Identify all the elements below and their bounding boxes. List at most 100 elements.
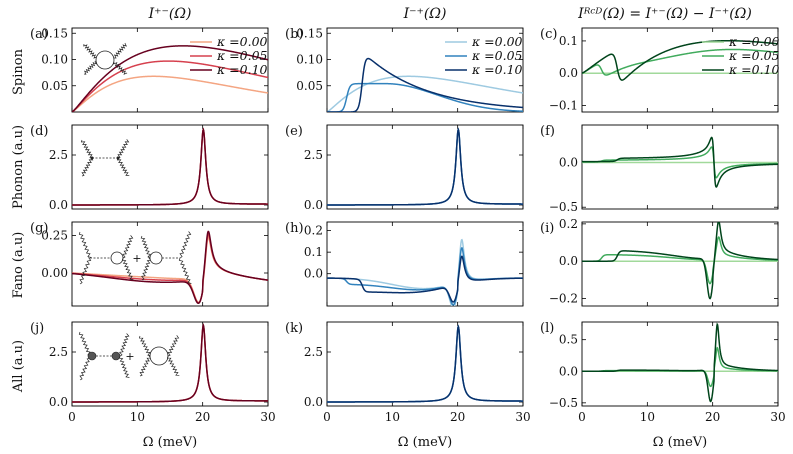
y-tick-label: 0.15 xyxy=(41,26,68,40)
y-tick-label: 0.0 xyxy=(559,364,578,378)
series-line-kappa-0.10 xyxy=(582,39,778,81)
axes-frame xyxy=(581,27,779,113)
x-tick-label: 20 xyxy=(450,410,465,424)
photon-line xyxy=(113,42,127,59)
panel-letter: (c) xyxy=(540,27,557,42)
series-line-kappa-0.10 xyxy=(327,57,523,112)
row-label-all: All (a.u) xyxy=(11,340,26,393)
legend-entry: κ =0.05 xyxy=(216,48,268,63)
series-line-kappa-0.05 xyxy=(327,246,523,306)
loop-bubble xyxy=(110,251,124,265)
x-tick-label: 0 xyxy=(578,410,586,424)
series-line-kappa-0.05 xyxy=(72,127,268,206)
series-line-kappa-0.10 xyxy=(582,136,778,188)
panel-letter: (f) xyxy=(540,124,555,139)
series-line-kappa-0.10 xyxy=(327,324,523,403)
panel-letter: (a) xyxy=(30,27,48,42)
axes-frame xyxy=(71,124,269,210)
photon-line xyxy=(118,355,130,378)
loop-bubble xyxy=(95,50,115,70)
column-title-3: Iᴿᶜᴰ(Ω) = I⁺⁻(Ω) − I⁻⁺(Ω) xyxy=(577,6,752,22)
panel-h: 0.0 0.1 0.2(h) xyxy=(285,221,524,307)
legend-entry: κ =0.05 xyxy=(728,48,780,63)
axes-frame xyxy=(581,221,779,307)
photon-line xyxy=(113,61,128,75)
y-tick-label: 0.0 xyxy=(49,395,68,409)
photon-line xyxy=(78,231,92,258)
x-tick-label: 10 xyxy=(640,410,655,424)
figure-labels: I⁺⁻(Ω) I⁻⁺(Ω) Iᴿᶜᴰ(Ω) = I⁺⁻(Ω) − I⁻⁺(Ω) … xyxy=(11,6,752,450)
series-line-kappa-0.05 xyxy=(582,346,778,388)
photon-line xyxy=(116,157,130,176)
y-tick-label: 0.0 xyxy=(559,254,578,268)
series-line-kappa-0.05 xyxy=(582,48,778,76)
x-tick-label: 0 xyxy=(323,410,331,424)
y-tick-label: 2.5 xyxy=(49,148,68,162)
panel-c: −0.1 0.0 0.1(c) κ =0.00κ =0.05κ =0.10 xyxy=(540,27,780,113)
photon-line xyxy=(178,257,192,284)
series-line-kappa-0.10 xyxy=(582,322,778,403)
y-tick-label: 0.5 xyxy=(559,333,578,347)
panel-d: 0.0 2.5(d) xyxy=(30,124,269,212)
axes-frame xyxy=(326,321,524,407)
y-tick-label: 0.05 xyxy=(41,79,68,93)
series-line-kappa-0.00 xyxy=(72,236,268,304)
y-tick-label: −0.5 xyxy=(549,396,578,410)
series-line-kappa-0.00 xyxy=(327,324,523,403)
axes-frame xyxy=(71,221,269,307)
vertex xyxy=(87,351,97,361)
column-title-2: I⁻⁺(Ω) xyxy=(403,6,447,22)
x-tick-label: 30 xyxy=(260,410,275,424)
panel-letter: (d) xyxy=(30,124,48,139)
photon-line xyxy=(80,139,94,158)
photon-line xyxy=(138,335,152,356)
x-axis-label-2: Ω (meV) xyxy=(398,435,452,450)
y-tick-label: −0.2 xyxy=(549,292,578,306)
vertex xyxy=(116,156,120,160)
y-tick-label: 0.15 xyxy=(296,26,323,40)
series-line-kappa-0.05 xyxy=(72,233,268,304)
loop-bubble xyxy=(149,346,169,366)
series-line-kappa-0.05 xyxy=(327,324,523,403)
panel-letter: (b) xyxy=(285,27,303,42)
panel-l: −0.5 0.0 0.5 0 10 20 30 (l) xyxy=(540,321,786,424)
x-tick-label: 0 xyxy=(68,410,76,424)
axes-frame xyxy=(581,321,779,407)
x-tick-label: 20 xyxy=(705,410,720,424)
y-tick-label: 2.5 xyxy=(304,345,323,359)
row-label-spinon: Spinon xyxy=(11,48,26,95)
panels: 0.050.100.15(a) κ =0.00κ =0.05κ =0.100.05… xyxy=(30,26,786,424)
series-line-kappa-0.00 xyxy=(72,127,268,206)
y-tick-label: −0.1 xyxy=(549,99,578,113)
panel-letter: (i) xyxy=(540,221,554,236)
series-line-kappa-0.10 xyxy=(582,222,778,300)
y-tick-label: 0.25 xyxy=(41,229,68,243)
row-label-fano: Fano (a.u) xyxy=(11,232,26,299)
photon-line xyxy=(140,235,152,258)
y-tick-label: 0.2 xyxy=(559,217,578,231)
y-tick-label: 0.2 xyxy=(304,224,323,238)
axes-frame xyxy=(326,221,524,307)
photon-line xyxy=(83,60,97,75)
vertex xyxy=(111,351,121,361)
panel-letter: (e) xyxy=(285,124,303,139)
y-tick-label: 0.0 xyxy=(559,66,578,80)
legend-entry: κ =0.10 xyxy=(216,62,268,77)
photon-line xyxy=(167,335,180,357)
panel-i: −0.2 0.0 0.2 (i) xyxy=(540,217,779,307)
vertex xyxy=(90,156,94,160)
series-line-kappa-0.05 xyxy=(327,127,523,206)
y-tick-label: 0.10 xyxy=(296,53,323,67)
x-tick-label: 10 xyxy=(385,410,400,424)
series-line-kappa-0.05 xyxy=(327,82,523,112)
photon-line xyxy=(166,355,180,376)
y-tick-label: 0.0 xyxy=(304,198,323,212)
series-line-kappa-0.05 xyxy=(72,60,268,112)
diagram-plus-all: + xyxy=(125,350,134,363)
y-tick-label: 0.1 xyxy=(304,245,323,259)
photon-line xyxy=(117,139,130,159)
panel-e: 0.0 2.5(e) xyxy=(285,124,524,212)
x-axis-label-3: Ω (meV) xyxy=(653,435,707,450)
panel-a: 0.05 0.10 0.15(a) κ =0.00κ =0.05κ =0.10 xyxy=(30,26,269,113)
photon-line xyxy=(119,333,130,357)
